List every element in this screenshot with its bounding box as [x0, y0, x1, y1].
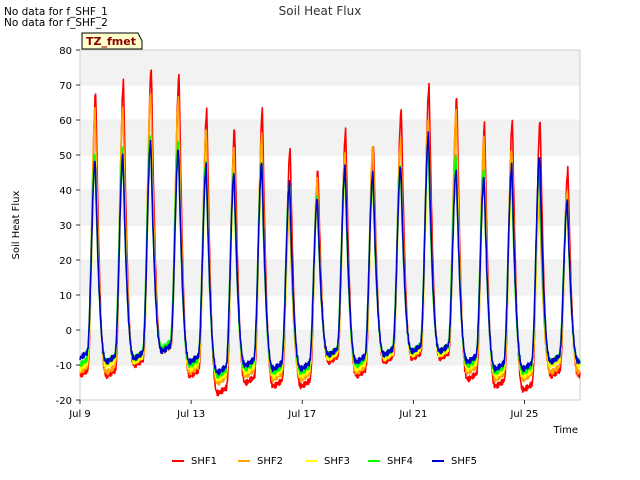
tz-badge: TZ_fmet [81, 32, 143, 50]
x-tick-label: Jul 25 [509, 409, 538, 420]
tz-badge-label: TZ_fmet [86, 35, 136, 48]
background-band [80, 120, 580, 155]
legend-label-shf3: SHF3 [324, 456, 350, 467]
chart-title: Soil Heat Flux [279, 4, 362, 18]
y-tick-label: 40 [59, 186, 72, 197]
legend-label-shf4: SHF4 [387, 456, 413, 467]
x-tick-label: Jul 17 [287, 409, 316, 420]
y-tick-label: 0 [66, 326, 72, 337]
no-data-note-2: No data for f_SHF_2 [4, 17, 108, 29]
y-axis-label: Soil Heat Flux [11, 190, 22, 259]
x-axis-ticks: Jul 9 Jul 13 Jul 17 Jul 21 Jul 25 [68, 400, 538, 420]
y-tick-label: 10 [59, 291, 72, 302]
background-band [80, 50, 580, 85]
y-tick-label: -20 [56, 396, 72, 407]
background-band [80, 260, 580, 295]
y-tick-label: -10 [56, 361, 72, 372]
background-band [80, 190, 580, 225]
series-line-shf5 [79, 131, 581, 376]
x-tick-label: Jul 9 [68, 409, 91, 420]
legend-label-shf2: SHF2 [257, 456, 283, 467]
y-tick-label: 70 [59, 81, 72, 92]
legend-label-shf1: SHF1 [191, 456, 217, 467]
y-axis-ticks: -20 -10 0 10 20 30 40 50 60 70 80 [56, 46, 80, 407]
x-axis-label: Time [553, 425, 578, 436]
x-tick-label: Jul 13 [176, 409, 205, 420]
legend: SHF1 SHF2 SHF3 SHF4 SHF5 [172, 456, 477, 467]
y-tick-label: 50 [59, 151, 72, 162]
y-tick-label: 20 [59, 256, 72, 267]
y-tick-label: 80 [59, 46, 72, 57]
x-tick-label: Jul 21 [398, 409, 427, 420]
no-data-note-1: No data for f_SHF_1 [4, 6, 108, 18]
y-tick-label: 30 [59, 221, 72, 232]
tz-badge-box [81, 32, 143, 50]
plot-background-bands [80, 50, 580, 365]
legend-label-shf5: SHF5 [451, 456, 477, 467]
y-tick-label: 60 [59, 116, 72, 127]
series-lines [79, 69, 581, 397]
